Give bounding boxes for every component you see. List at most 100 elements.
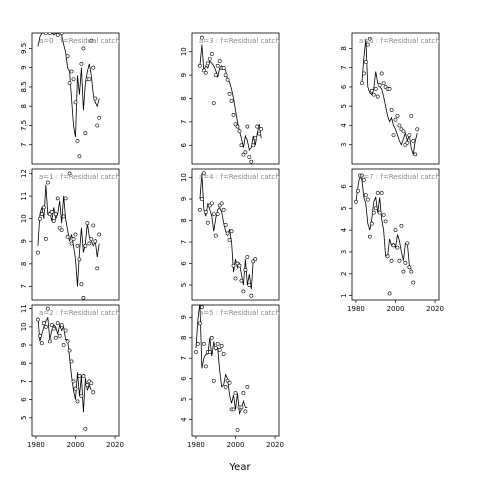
data-point bbox=[93, 239, 98, 244]
data-point bbox=[91, 65, 96, 70]
y-tick-label: 9.5 bbox=[20, 43, 28, 54]
y-tick-label: 8.5 bbox=[20, 81, 28, 92]
data-point bbox=[373, 206, 378, 211]
data-point bbox=[405, 140, 410, 145]
data-point bbox=[198, 63, 202, 68]
data-point bbox=[227, 237, 232, 242]
data-point bbox=[205, 220, 210, 225]
data-point bbox=[67, 81, 72, 85]
data-point bbox=[198, 321, 202, 326]
y-tick-label: 7 bbox=[180, 356, 188, 360]
data-point bbox=[409, 113, 414, 118]
y-tick-label: 7 bbox=[20, 143, 28, 147]
y-tick-label: 5 bbox=[340, 206, 348, 210]
data-point bbox=[233, 391, 238, 395]
y-tick-label: 5 bbox=[180, 397, 188, 401]
data-point bbox=[211, 101, 216, 106]
data-point bbox=[411, 280, 416, 285]
data-point bbox=[75, 399, 80, 404]
data-point bbox=[38, 216, 42, 221]
data-point bbox=[239, 405, 244, 410]
data-point bbox=[93, 96, 98, 101]
series-line bbox=[361, 38, 418, 155]
data-point bbox=[61, 214, 66, 219]
data-point bbox=[223, 384, 228, 389]
data-point bbox=[397, 123, 402, 128]
data-point bbox=[49, 323, 54, 327]
data-point bbox=[209, 201, 214, 206]
y-tick-label: 6 bbox=[180, 376, 188, 381]
data-point bbox=[375, 94, 380, 99]
data-point bbox=[65, 234, 70, 239]
y-tick-label: 8 bbox=[20, 262, 28, 266]
data-point bbox=[199, 35, 204, 40]
data-point bbox=[245, 384, 250, 389]
series-line bbox=[37, 33, 100, 138]
data-point bbox=[219, 201, 224, 206]
data-point bbox=[389, 108, 394, 112]
data-point bbox=[203, 70, 208, 75]
panel-2: 3 4 5 6 7 8 a=6 : f=Residual catch bbox=[340, 32, 440, 165]
data-point bbox=[235, 124, 240, 129]
data-point bbox=[233, 122, 238, 127]
data-point bbox=[83, 426, 88, 431]
data-point bbox=[59, 323, 64, 327]
data-point bbox=[389, 258, 394, 263]
data-point bbox=[213, 346, 218, 350]
data-point bbox=[91, 223, 96, 228]
y-tick-label: 11 bbox=[20, 192, 28, 201]
data-point bbox=[255, 124, 260, 129]
data-point bbox=[45, 180, 50, 185]
data-point bbox=[53, 212, 58, 217]
data-point bbox=[83, 243, 88, 248]
data-point bbox=[231, 407, 236, 412]
y-tick-label: 10 bbox=[20, 214, 28, 223]
data-point bbox=[89, 381, 94, 386]
y-tick-label: 8 bbox=[340, 46, 348, 50]
y-tick-label: 10 bbox=[180, 47, 188, 56]
data-point bbox=[371, 210, 376, 215]
data-point bbox=[198, 207, 202, 212]
data-point bbox=[221, 207, 226, 212]
y-tick-label: 11 bbox=[20, 304, 28, 313]
y-tick-label: 7 bbox=[20, 284, 28, 288]
data-point bbox=[245, 255, 250, 259]
data-point bbox=[249, 159, 254, 164]
data-point bbox=[71, 77, 76, 82]
panel-4: 5 6 7 8 9 10 a=4 : f=Residual catch bbox=[180, 168, 280, 301]
data-point bbox=[75, 243, 80, 248]
data-point bbox=[221, 66, 226, 70]
data-point bbox=[53, 335, 58, 340]
y-tick-label: 9 bbox=[20, 239, 28, 243]
data-point bbox=[49, 210, 54, 214]
data-point bbox=[63, 196, 68, 201]
data-point bbox=[237, 263, 242, 268]
data-point bbox=[241, 391, 246, 395]
y-tick-label: 12 bbox=[20, 169, 28, 178]
data-point bbox=[43, 324, 48, 329]
y-tick-label: 2 bbox=[340, 272, 348, 276]
data-point bbox=[67, 171, 72, 176]
data-point bbox=[217, 59, 222, 63]
y-tick-label: 9 bbox=[180, 315, 188, 319]
y-tick-label: 5 bbox=[180, 283, 188, 287]
data-point bbox=[377, 210, 382, 215]
panel-label: a=3 : f=Residual catch bbox=[199, 37, 280, 45]
data-point bbox=[205, 61, 210, 66]
data-point bbox=[85, 221, 90, 226]
y-tick-label: 5 bbox=[340, 104, 348, 108]
data-point bbox=[377, 83, 382, 87]
panel-label: a=1 : f=Residual catch bbox=[39, 173, 120, 181]
y-tick-label: 3 bbox=[340, 250, 348, 254]
panel-7: 4 5 6 7 8 9 1980 2000 2020 a=5 : f=Residual catch bbox=[180, 304, 284, 449]
data-point bbox=[231, 263, 236, 268]
panel-label: a=5 : f=Residual catch bbox=[199, 309, 280, 317]
data-point bbox=[413, 152, 418, 157]
data-point bbox=[379, 191, 384, 195]
data-point bbox=[243, 409, 248, 414]
data-point bbox=[365, 197, 370, 202]
data-point bbox=[41, 321, 46, 326]
x-tick-label: 2000 bbox=[387, 305, 405, 313]
data-point bbox=[257, 131, 262, 136]
data-point bbox=[61, 343, 66, 347]
